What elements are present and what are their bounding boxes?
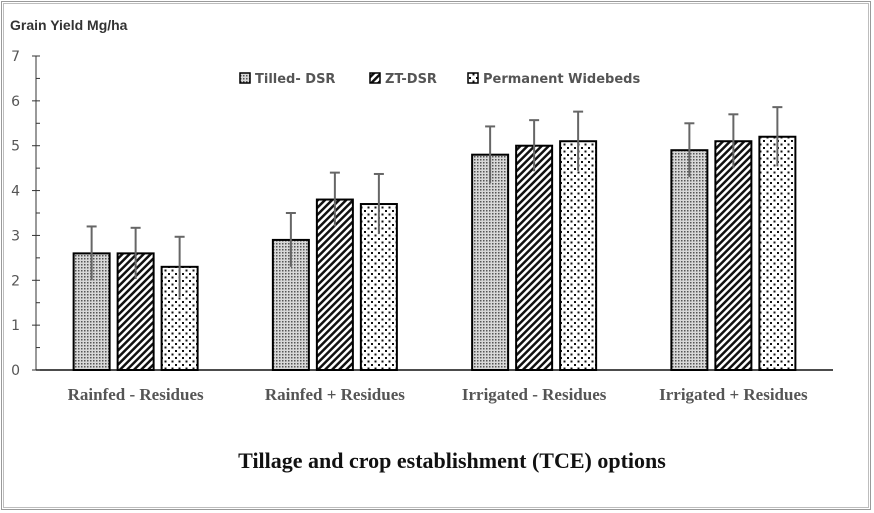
y-tick-label: 6	[11, 94, 20, 110]
x-tick-label: Rainfed + Residues	[265, 385, 405, 404]
legend-swatch	[239, 72, 251, 84]
legend-label: ZT-DSR	[385, 72, 437, 87]
y-tick-label: 5	[11, 139, 20, 155]
chart-inner-border	[3, 3, 869, 508]
y-tick-label: 4	[11, 184, 20, 200]
x-tick-label: Irrigated - Residues	[462, 385, 607, 404]
x-tick-label: Rainfed - Residues	[68, 385, 204, 404]
legend-label: Tilled- DSR	[255, 72, 335, 87]
bar	[758, 135, 797, 371]
legend-label: Permanent Widebeds	[483, 72, 640, 87]
legend-swatch	[467, 72, 479, 84]
legend-swatch	[369, 72, 381, 84]
y-tick-label: 2	[11, 273, 20, 289]
y-axis-label: Grain Yield Mg/ha	[10, 17, 128, 33]
x-axis-label: Tillage and crop establishment (TCE) opt…	[238, 448, 666, 473]
y-tick-label: 1	[11, 318, 20, 334]
bar	[515, 144, 554, 371]
bar	[670, 149, 709, 371]
bar	[714, 140, 753, 371]
y-tick-label: 3	[11, 228, 20, 244]
bar	[559, 140, 598, 371]
x-tick-label: Irrigated + Residues	[659, 385, 808, 404]
y-tick-label: 0	[11, 363, 20, 379]
bar	[315, 198, 354, 371]
y-tick-label: 7	[11, 49, 20, 65]
bar	[471, 153, 510, 371]
